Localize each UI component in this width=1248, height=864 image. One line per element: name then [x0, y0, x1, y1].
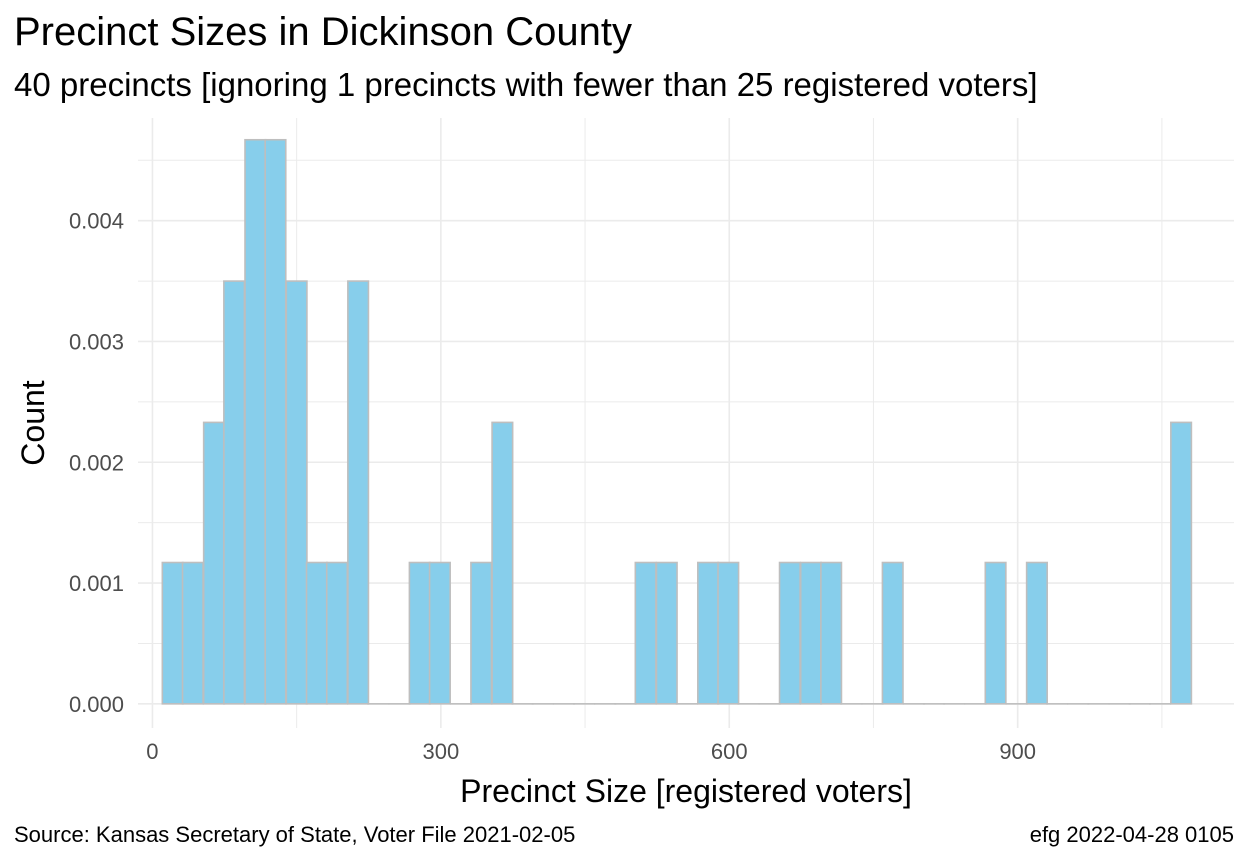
x-tick-label: 300	[422, 739, 459, 764]
chart-subtitle: 40 precincts [ignoring 1 precincts with …	[14, 66, 1038, 103]
histogram-bar	[634, 561, 657, 705]
histogram-bar	[1170, 421, 1193, 705]
histogram-bar	[347, 280, 370, 705]
x-axis-title: Precinct Size [registered voters]	[460, 773, 912, 809]
histogram-bar	[428, 561, 451, 705]
histogram-bar	[470, 561, 493, 705]
histogram-bar	[491, 421, 514, 705]
source-caption: Source: Kansas Secretary of State, Voter…	[14, 822, 576, 847]
histogram-bar	[285, 280, 308, 705]
axis-tick-labels: 0 300 600 900 0.000 0.001 0.002 0.003 0.004	[69, 209, 1036, 764]
histogram-bar	[223, 280, 246, 705]
histogram-bar	[799, 561, 823, 705]
chart-title: Precinct Sizes in Dickinson County	[14, 10, 633, 54]
histogram-bar	[305, 561, 328, 705]
histogram-bar	[881, 561, 904, 705]
histogram-bar	[717, 561, 740, 705]
histogram-chart: 0 300 600 900 0.000 0.001 0.002 0.003 0.004 Prec…	[15, 118, 1234, 809]
histogram-bar	[697, 561, 720, 705]
histogram-bar	[244, 138, 267, 705]
histogram-bar	[161, 561, 184, 705]
y-tick-label: 0.002	[69, 450, 124, 475]
y-tick-label: 0.000	[69, 692, 124, 717]
histogram-bar	[820, 561, 843, 705]
histogram-bar	[325, 561, 349, 705]
histogram-bar	[264, 138, 287, 705]
author-stamp: efg 2022-04-28 0105	[1029, 822, 1234, 847]
x-tick-label: 0	[146, 739, 158, 764]
histogram-bar	[778, 561, 801, 705]
histogram-bar	[655, 561, 678, 705]
histogram-bar	[202, 421, 226, 705]
histogram-bar	[1025, 561, 1048, 705]
y-axis-title: Count	[15, 380, 51, 466]
y-tick-label: 0.003	[69, 329, 124, 354]
y-tick-label: 0.004	[69, 209, 124, 234]
histogram-bars	[161, 138, 1193, 705]
x-tick-label: 600	[711, 739, 748, 764]
histogram-bar	[984, 561, 1007, 705]
histogram-bar	[408, 561, 431, 705]
histogram-bar	[181, 561, 204, 705]
x-tick-label: 900	[999, 739, 1036, 764]
y-tick-label: 0.001	[69, 571, 124, 596]
